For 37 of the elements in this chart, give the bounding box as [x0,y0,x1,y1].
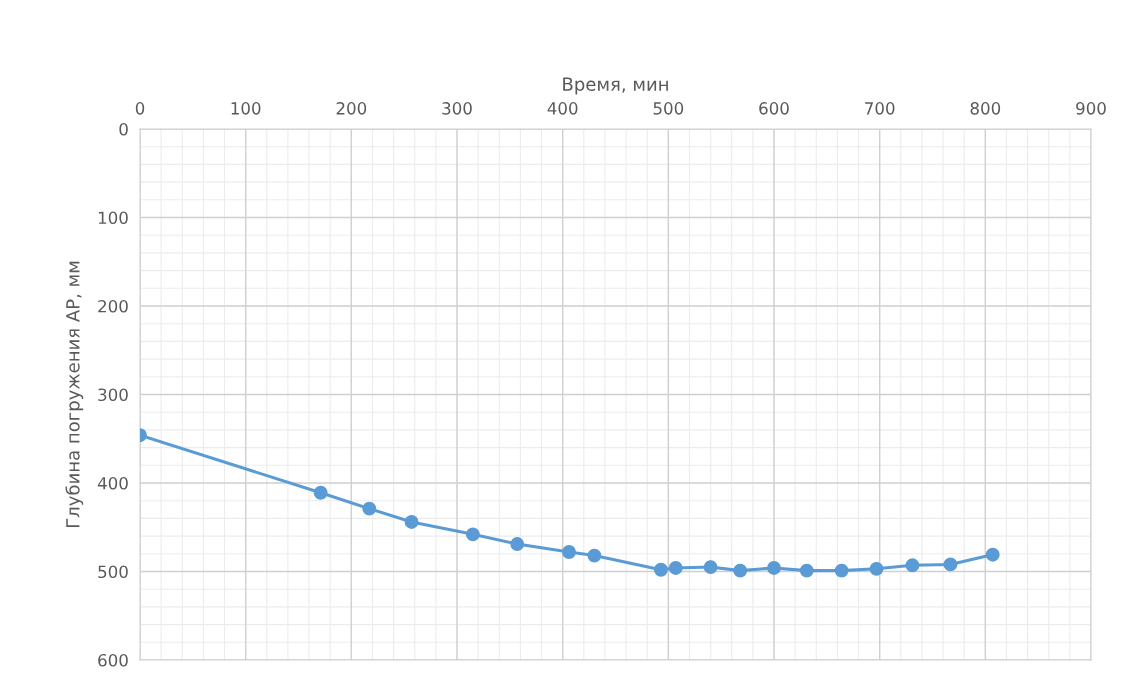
point [465,527,480,542]
x-tick-label: 600 [759,102,789,115]
y-axis-title: Глубина погружения АР, мм [65,261,84,528]
x-tick-label: 700 [865,102,895,115]
point [313,485,328,500]
point [985,547,1000,562]
point [510,537,525,552]
point [362,501,377,516]
y-tick-label: 200 [98,299,128,313]
x-tick-label: 100 [231,102,261,115]
point [587,548,602,563]
point [905,558,920,573]
point [733,563,748,578]
x-tick-label: 200 [336,102,367,115]
y-tick-label: 400 [97,476,128,490]
y-tick-label: 300 [98,388,128,402]
x-tick-label: 800 [970,102,1001,115]
point [668,561,683,575]
point [869,561,884,576]
x-tick-label: 500 [653,102,684,115]
point [562,545,576,559]
y-tick-label: 0 [119,122,128,136]
x-tick-label: 400 [547,102,578,115]
point [653,562,668,577]
y-tick-label: 100 [98,211,128,225]
point [767,561,781,575]
point [703,560,718,575]
x-tick-label: 0 [135,102,145,115]
x-axis-title: Время, мин [563,77,668,95]
point [943,557,958,572]
point [799,563,814,578]
y-tick-label: 500 [98,565,128,579]
point [404,514,419,529]
y-tick-label: 600 [98,653,128,667]
x-tick-label: 900 [1076,102,1106,115]
x-tick-label: 300 [442,102,472,115]
point [834,563,849,578]
